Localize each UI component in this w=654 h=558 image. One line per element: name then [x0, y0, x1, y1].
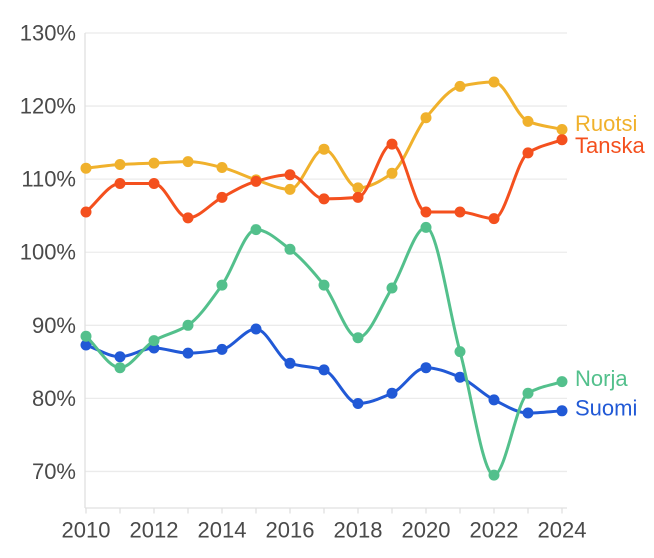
x-axis-tick-label: 2010 — [62, 518, 111, 543]
data-point-tanska — [420, 206, 432, 218]
data-point-suomi — [454, 371, 466, 383]
data-point-suomi — [80, 339, 92, 351]
data-point-tanska — [80, 206, 92, 218]
y-axis-tick-label: 130% — [20, 21, 76, 46]
data-point-norja — [182, 319, 194, 331]
data-point-tanska — [352, 191, 364, 203]
series-tanska: Tanska — [80, 133, 645, 225]
data-point-suomi — [250, 323, 262, 335]
data-point-ruotsi — [284, 183, 296, 195]
y-axis-tick-label: 100% — [20, 240, 76, 265]
x-axis-tick-label: 2012 — [130, 518, 179, 543]
data-point-norja — [352, 332, 364, 344]
data-point-ruotsi — [522, 115, 534, 127]
series-label-norja: Norja — [575, 366, 628, 391]
data-point-tanska — [114, 178, 126, 190]
data-point-norja — [454, 346, 466, 358]
data-point-norja — [284, 243, 296, 255]
x-axis-tick-labels: 2010 2012 2014 2016 2018 2020 2022 2024 — [62, 518, 587, 543]
data-point-ruotsi — [454, 80, 466, 92]
series-norja: Norja — [80, 221, 628, 481]
data-point-suomi — [114, 351, 126, 363]
y-axis-tick-label: 70% — [32, 459, 76, 484]
y-gridlines — [85, 32, 567, 473]
series-label-ruotsi: Ruotsi — [575, 111, 637, 136]
x-axis-tick-label: 2016 — [266, 518, 315, 543]
y-axis-tick-labels: 70% 80% 90% 100% 110% 120% 130% — [20, 21, 76, 484]
data-point-suomi — [318, 364, 330, 376]
data-point-norja — [556, 376, 568, 388]
data-point-norja — [216, 279, 228, 291]
data-point-suomi — [522, 407, 534, 419]
data-point-suomi — [420, 362, 432, 374]
data-point-ruotsi — [182, 156, 194, 168]
y-axis-tick-label: 90% — [32, 313, 76, 338]
data-point-norja — [148, 335, 160, 347]
data-point-ruotsi — [352, 182, 364, 194]
data-point-tanska — [182, 212, 194, 224]
series-line-ruotsi — [84, 80, 564, 191]
x-axis-tick-label: 2014 — [198, 518, 247, 543]
data-point-suomi — [386, 387, 398, 399]
data-point-ruotsi — [386, 167, 398, 179]
data-point-ruotsi — [488, 76, 500, 88]
axes — [84, 33, 567, 509]
data-point-tanska — [522, 147, 534, 159]
data-point-norja — [80, 330, 92, 342]
data-point-tanska — [284, 169, 296, 181]
data-point-suomi — [216, 343, 228, 355]
data-point-norja — [386, 282, 398, 294]
data-point-ruotsi — [420, 112, 432, 124]
series-suomi: Suomi — [80, 323, 637, 420]
data-point-ruotsi — [216, 161, 228, 173]
data-point-norja — [250, 224, 262, 236]
data-point-ruotsi — [114, 159, 126, 171]
x-axis-tick-label: 2018 — [334, 518, 383, 543]
data-point-suomi — [556, 405, 568, 417]
y-axis-tick-label: 110% — [21, 167, 76, 192]
data-point-suomi — [352, 398, 364, 409]
data-point-ruotsi — [556, 123, 568, 135]
data-point-norja — [114, 362, 126, 374]
x-axis-tick-label: 2024 — [538, 518, 587, 543]
data-point-ruotsi — [148, 157, 160, 169]
series-line-norja — [84, 225, 564, 477]
data-point-tanska — [216, 191, 228, 203]
y-axis-tick-label: 120% — [20, 94, 76, 119]
data-point-tanska — [556, 134, 568, 146]
data-point-norja — [318, 279, 330, 291]
series-label-tanska: Tanska — [575, 133, 645, 158]
data-point-tanska — [454, 206, 466, 218]
data-point-norja — [488, 469, 500, 481]
data-point-suomi — [284, 357, 296, 369]
series-label-suomi: Suomi — [575, 395, 637, 420]
data-point-tanska — [318, 193, 330, 205]
y-axis-tick-label: 80% — [32, 386, 76, 411]
x-axis-tick-label: 2020 — [402, 518, 451, 543]
data-point-suomi — [488, 394, 500, 406]
data-point-tanska — [250, 175, 262, 187]
data-point-norja — [522, 387, 534, 399]
x-axis-tick-label: 2022 — [470, 518, 519, 543]
x-axis-minor-ticks — [85, 508, 563, 514]
data-point-tanska — [488, 213, 500, 225]
data-point-tanska — [386, 138, 398, 150]
data-point-norja — [420, 221, 432, 233]
series-ruotsi: Ruotsi — [80, 76, 637, 195]
data-point-suomi — [182, 347, 194, 359]
data-point-ruotsi — [318, 143, 330, 155]
data-point-tanska — [148, 178, 160, 190]
data-point-ruotsi — [80, 162, 92, 174]
